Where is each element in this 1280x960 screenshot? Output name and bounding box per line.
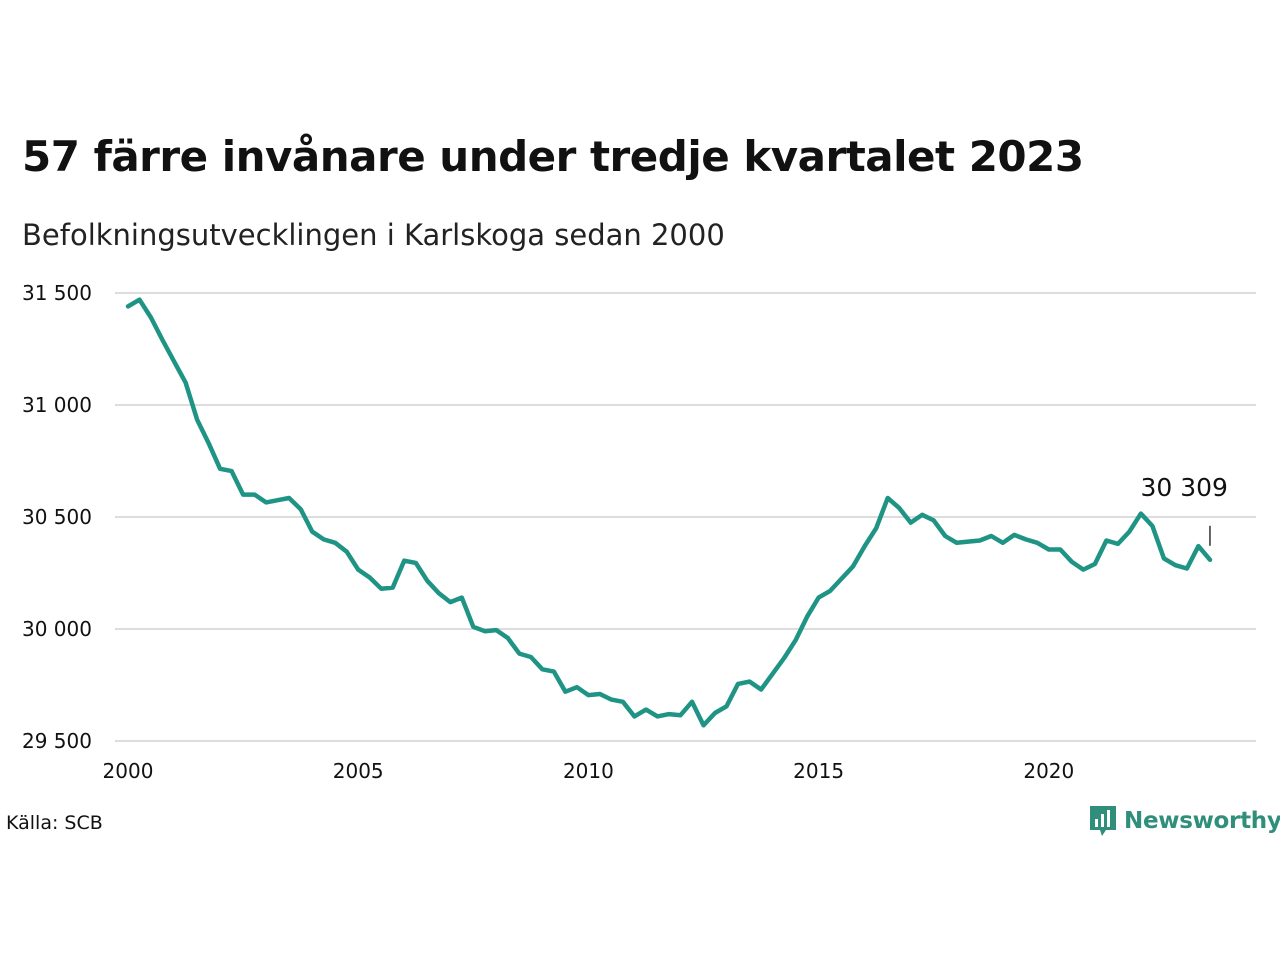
chart-title: 57 färre invånare under tredje kvartalet… xyxy=(22,132,1084,181)
newsworthy-logo-icon xyxy=(1090,806,1116,836)
end-value-label: 30 309 xyxy=(1140,473,1227,502)
x-tick-label: 2015 xyxy=(793,759,844,783)
x-tick-label: 2020 xyxy=(1023,759,1074,783)
y-tick-label: 30 000 xyxy=(22,617,92,641)
population-line xyxy=(125,297,1213,728)
newsworthy-logo: Newsworthy xyxy=(1088,804,1280,838)
y-tick-label: 31 500 xyxy=(22,281,92,305)
x-tick-label: 2005 xyxy=(333,759,384,783)
x-tick-label: 2000 xyxy=(103,759,154,783)
y-tick-label: 31 000 xyxy=(22,393,92,417)
chart-subtitle: Befolkningsutvecklingen i Karlskoga seda… xyxy=(22,218,725,252)
newsworthy-logo-text: Newsworthy xyxy=(1124,808,1280,834)
y-tick-label: 30 500 xyxy=(22,505,92,529)
source-note: Källa: SCB xyxy=(6,812,103,834)
x-tick-label: 2010 xyxy=(563,759,614,783)
y-tick-label: 29 500 xyxy=(22,729,92,753)
